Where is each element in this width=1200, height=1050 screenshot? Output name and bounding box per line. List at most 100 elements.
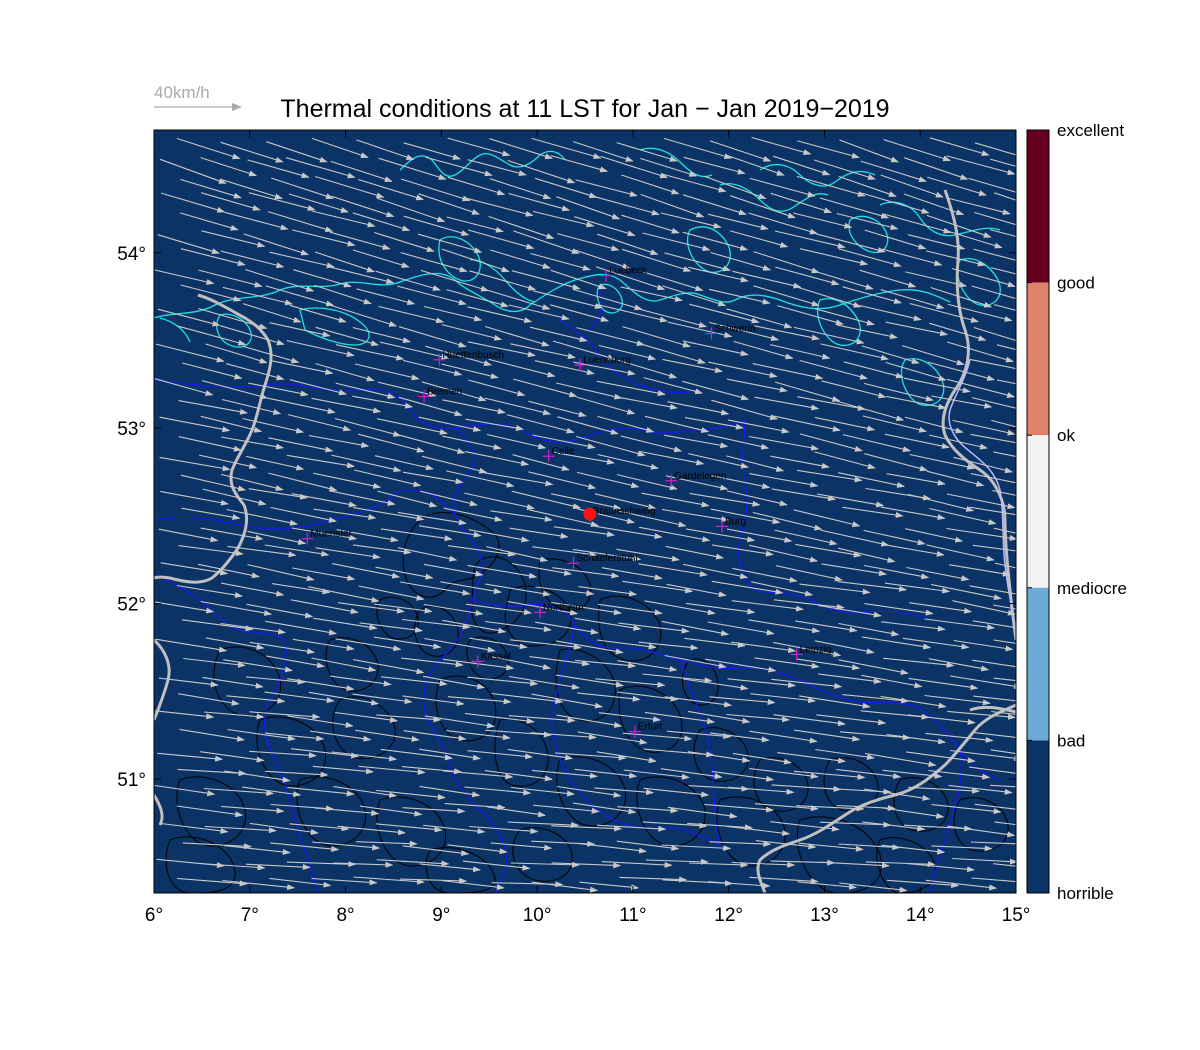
wind-arrow <box>600 155 669 179</box>
city-marker: Muenster <box>301 529 353 545</box>
wind-arrow <box>466 197 534 217</box>
wind-arrow <box>160 822 229 834</box>
wind-arrow <box>770 192 833 214</box>
wind-arrow <box>467 341 536 358</box>
x-tick-label: 9° <box>432 905 450 926</box>
wind-arrow <box>837 472 906 488</box>
wind-arrow <box>595 266 666 291</box>
wind-arrow <box>311 877 378 886</box>
wind-arrow <box>269 877 332 888</box>
wind-arrow <box>993 604 1016 610</box>
wind-arrow <box>908 677 979 691</box>
wind-arrow <box>709 140 772 162</box>
wind-arrow <box>711 475 771 490</box>
wind-arrow <box>726 490 788 507</box>
wind-arrow <box>644 600 716 616</box>
x-tick-label: 6° <box>145 905 163 926</box>
wind-arrow <box>222 286 294 306</box>
wind-arrow <box>441 324 503 341</box>
wind-arrow <box>402 471 464 485</box>
wind-arrow <box>798 842 864 852</box>
wind-arrow <box>242 345 300 364</box>
wind-arrow <box>730 230 789 248</box>
wind-arrow <box>839 731 911 741</box>
wind-arrow <box>640 157 698 177</box>
wind-arrow <box>661 620 730 636</box>
wind-arrow <box>748 212 818 235</box>
wind-arrow <box>926 250 986 267</box>
wind-arrow <box>952 600 1016 616</box>
wind-arrow <box>821 563 887 577</box>
wind-arrow <box>726 378 788 393</box>
wind-arrow <box>249 750 317 759</box>
wind-arrow <box>664 696 733 708</box>
wind-arrow <box>926 544 995 562</box>
wind-arrow <box>551 825 623 832</box>
wind-arrow <box>992 489 1016 496</box>
wind-arrow <box>157 752 224 762</box>
wind-arrow <box>793 770 866 780</box>
wind-arrow <box>464 451 530 467</box>
wind-arrow <box>994 821 1016 826</box>
wind-arrow <box>838 659 909 675</box>
wind-arrow <box>842 286 903 304</box>
wind-arrow <box>971 397 1016 409</box>
wind-arrow <box>644 415 710 433</box>
wind-arrow <box>597 453 659 470</box>
wind-arrow <box>861 674 923 689</box>
wind-arrow <box>907 493 975 512</box>
wind-arrow <box>664 252 732 272</box>
city-marker: Lueneburg <box>574 355 631 372</box>
wind-arrow <box>909 602 973 614</box>
city-marker: Schwerin <box>705 323 756 340</box>
wind-arrow <box>754 803 819 812</box>
wind-arrow <box>994 192 1016 201</box>
wind-arrow <box>618 510 687 528</box>
wind-arrow <box>843 361 904 379</box>
wind-arrow <box>331 563 401 579</box>
colorbar-label: excellent <box>1057 121 1124 140</box>
wind-arrow <box>662 358 723 373</box>
wind-arrow <box>556 382 623 400</box>
wind-arrow <box>315 326 380 346</box>
wind-arrow <box>376 789 446 800</box>
wind-arrow <box>285 157 356 179</box>
wind-arrow <box>204 711 265 720</box>
wind-arrow <box>769 344 831 360</box>
wind-arrow <box>881 844 946 855</box>
wind-arrow <box>269 251 335 269</box>
wind-arrow <box>491 692 564 705</box>
wind-arrow <box>464 712 535 724</box>
wind-arrow <box>202 676 264 689</box>
wind-arrow <box>403 730 467 742</box>
wind-arrow <box>644 711 716 725</box>
wind-arrow <box>946 378 1016 398</box>
wind-arrow <box>728 786 795 795</box>
wind-arrow <box>249 711 321 720</box>
wind-arrow <box>666 730 732 740</box>
wind-arrow <box>198 307 268 330</box>
wind-arrow <box>929 507 997 525</box>
wind-arrow <box>200 600 273 616</box>
wind-arrow <box>467 229 535 250</box>
wind-arrow <box>970 473 1016 484</box>
wind-arrow <box>510 639 582 650</box>
wind-arrow <box>292 567 356 581</box>
wind-arrow <box>266 141 328 163</box>
wind-arrow <box>376 714 442 723</box>
wind-arrow <box>969 766 1016 774</box>
wind-arrow <box>774 529 838 546</box>
wind-arrow <box>947 303 1013 322</box>
wind-arrow <box>197 563 260 579</box>
wind-arrow <box>906 566 970 582</box>
wind-arrow <box>418 193 481 215</box>
wind-arrow <box>953 639 1014 652</box>
wind-arrow <box>330 160 393 182</box>
wind-arrow <box>642 232 711 252</box>
wind-arrow <box>442 619 507 634</box>
wind-arrow <box>469 825 539 835</box>
wind-arrow <box>861 192 930 214</box>
wind-arrow <box>421 455 488 474</box>
wind-arrow <box>594 493 657 510</box>
wind-arrow <box>529 326 588 343</box>
